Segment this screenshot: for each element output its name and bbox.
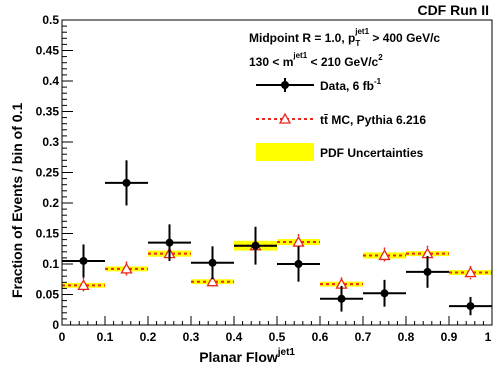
data-marker-3 [208,258,217,267]
x-tick-label-2: 0.2 [140,330,157,344]
data-marker-2 [165,238,174,247]
mc-marker-7 [378,249,391,261]
cut-annotation-mass-mid: < 210 GeV/c [307,55,378,69]
axes: 0 0.1 0.2 0.3 0.4 0.5 0.6 0.7 0.8 0.9 1 0 0.05 0.1 0.1… [36,13,493,344]
experiment-label: CDF Run II [417,2,489,18]
y-tick-label-7: 0.35 [36,105,60,119]
cut-annotation-mass-sup2: 2 [378,53,383,62]
legend-mc-marker [278,112,292,124]
legend-data-label-text: Data, 6 fb [320,79,374,93]
legend-band-swatch [256,143,314,161]
data-marker-0 [79,256,88,265]
mc-marker-3 [206,275,219,287]
x-axis-label-sup: jet1 [277,347,296,358]
x-axis-label-text: Planar Flow [199,349,278,365]
data-marker-8 [423,267,432,276]
y-tick-label-10: 0.5 [42,13,59,27]
y-tick-label-4: 0.2 [42,196,59,210]
x-tick-label-3: 0.3 [183,330,200,344]
y-tick-label-3: 0.15 [36,227,60,241]
data-marker-7 [380,289,389,298]
x-tick-label-1: 0.1 [97,330,114,344]
cut-annotation-mass: 130 < mjet1 < 210 GeV/c2 [249,51,383,69]
mc-marker-1 [120,262,133,274]
data-marker-5 [294,260,303,268]
x-tick-label-7: 0.7 [355,330,372,344]
x-tick-label-4: 0.4 [226,330,243,344]
x-tick-label-10: 1 [485,330,492,344]
y-tick-label-1: 0.05 [36,288,60,302]
mc-marker-0 [77,279,90,290]
cut-annotation-pt: Midpoint R = 1.0, pTjet1 > 400 GeV/c [249,27,440,48]
x-axis-label: Planar Flowjet1 [199,347,295,365]
y-tick-label-9: 0.45 [36,44,60,58]
y-axis-label: Fraction of Events / bin of 0.1 [9,103,25,298]
legend-mc-label: tt̄ MC, Pythia 6.216 [320,113,426,127]
x-tick-label-6: 0.6 [312,330,329,344]
cut-annotation-mass-prefix: 130 < m [249,55,293,69]
y-tick-label-5: 0.25 [36,166,60,180]
mc-marker-9 [464,266,477,278]
cut-annotation-pt-suffix: > 400 GeV/c [369,31,440,45]
x-tick-label-8: 0.8 [398,330,415,344]
data-series [62,160,492,316]
y-tick-label-0: 0 [52,318,59,332]
legend: Data, 6 fb-1 tt̄ MC, Pythia 6.216 PDF Un… [256,77,426,161]
y-tick-label-2: 0.1 [42,257,59,271]
legend-data-label: Data, 6 fb-1 [320,77,382,93]
data-marker-9 [466,302,475,311]
data-marker-4 [251,241,260,250]
cut-annotation-mass-sup: jet1 [292,51,307,60]
data-marker-1 [122,178,131,187]
x-tick-label-9: 0.9 [441,330,458,344]
x-tick-label-0: 0 [59,330,66,344]
mc-marker-5 [292,235,305,247]
legend-data-label-sup: -1 [374,77,382,86]
y-tick-label-6: 0.3 [42,135,59,149]
cut-annotation-pt-prefix: Midpoint R = 1.0, p [249,31,355,45]
legend-data-marker [281,81,289,89]
y-tick-label-8: 0.4 [42,74,59,88]
data-marker-6 [337,294,346,303]
x-tick-label-5: 0.5 [269,330,286,344]
cut-annotation-pt-sub: T [355,39,360,48]
legend-band-label: PDF Uncertainties [320,146,424,160]
cut-annotation-pt-sup: jet1 [354,27,369,36]
